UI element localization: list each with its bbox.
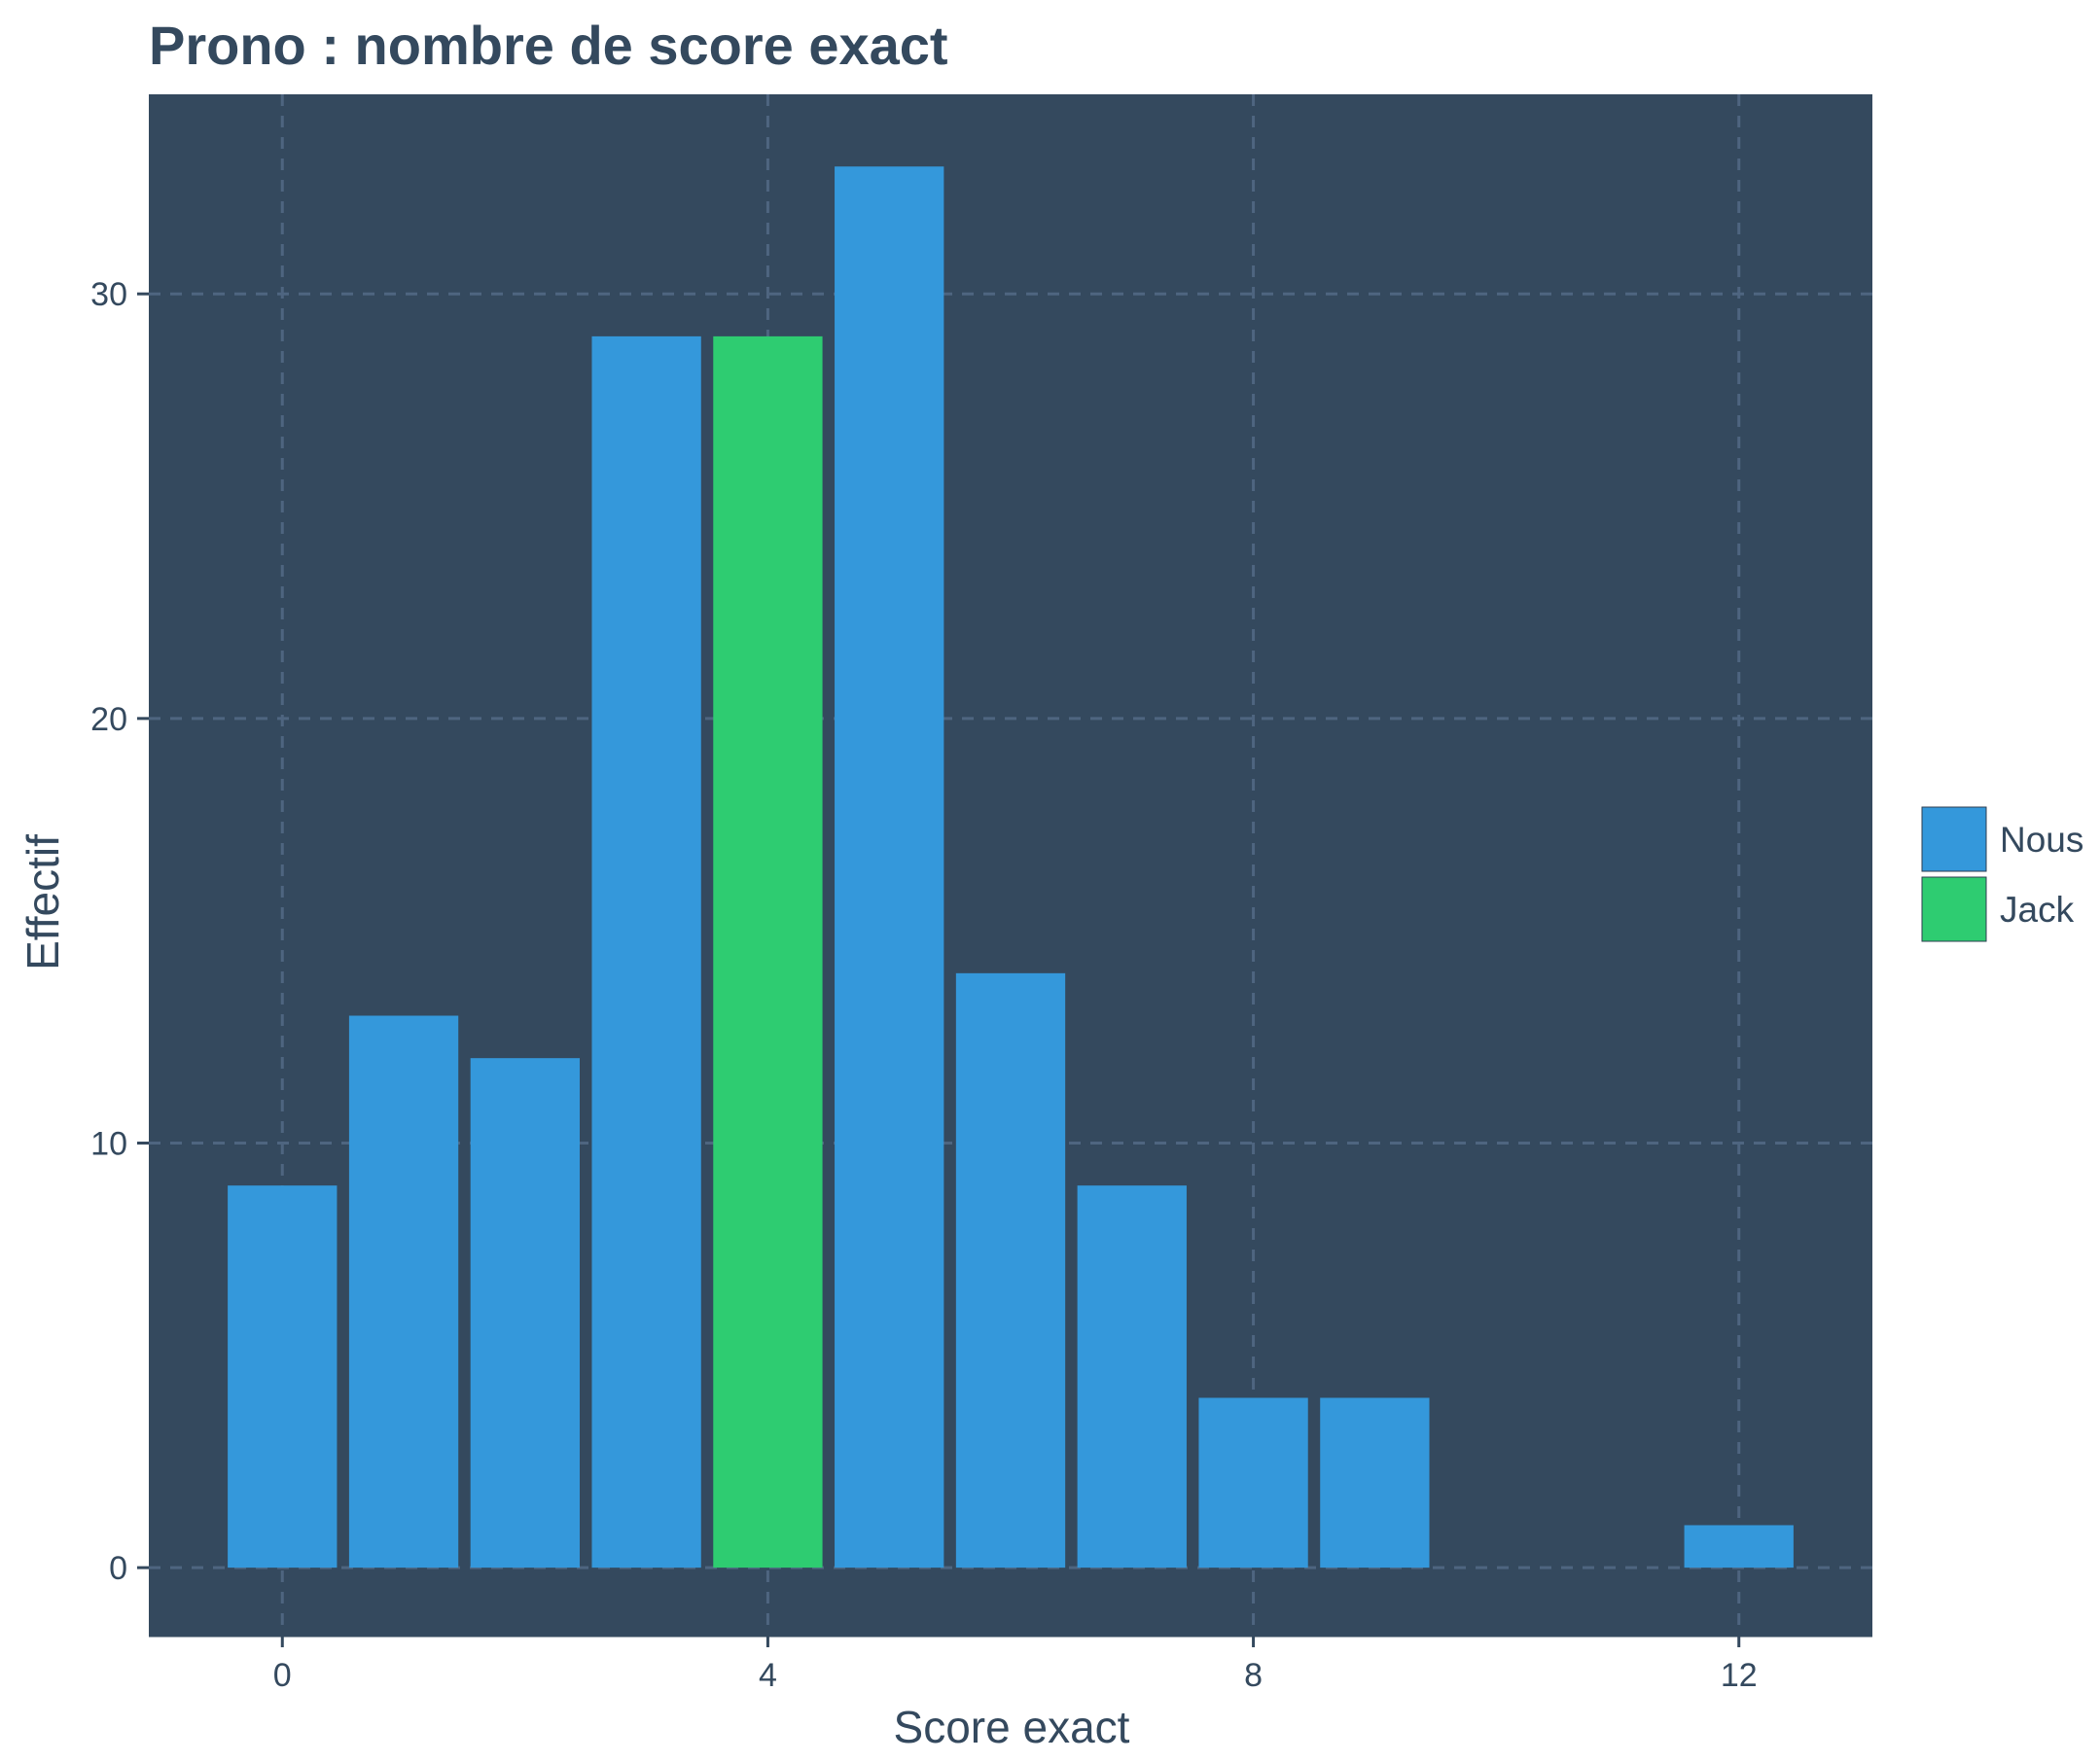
x-axis-title: Score exact — [894, 1702, 1130, 1752]
x-tick-label: 4 — [759, 1657, 777, 1694]
x-tick-label: 8 — [1244, 1657, 1263, 1694]
bar-nous-8 — [1198, 1397, 1308, 1568]
y-tick-label: 30 — [90, 276, 127, 313]
y-tick-label: 20 — [90, 701, 127, 738]
bar-jack-4 — [713, 335, 823, 1568]
x-axis-ticks: 0 4 8 12 — [273, 1636, 1758, 1694]
bar-nous-12 — [1684, 1525, 1794, 1568]
bar-nous-0 — [228, 1185, 338, 1568]
bar-nous-6 — [955, 972, 1066, 1568]
bar-nous-2 — [470, 1058, 580, 1568]
bar-nous-9 — [1320, 1397, 1430, 1568]
y-tick-label: 0 — [109, 1550, 127, 1587]
bar-nous-5 — [835, 166, 944, 1568]
y-axis-ticks: 0 10 20 30 — [90, 276, 149, 1587]
legend-key-jack — [1921, 876, 1987, 942]
x-tick-label: 0 — [273, 1657, 292, 1694]
chart-title: Prono : nombre de score exact — [149, 15, 948, 76]
y-tick-label: 10 — [90, 1125, 127, 1162]
bar-nous-7 — [1077, 1185, 1187, 1568]
x-tick-label: 12 — [1721, 1657, 1758, 1694]
legend-key-nous — [1921, 806, 1987, 872]
legend: Nous Jack — [1921, 806, 2083, 942]
legend-label-jack: Jack — [2000, 890, 2075, 930]
y-axis-title: Effectif — [18, 834, 68, 970]
bar-nous-3 — [591, 335, 701, 1568]
bar-nous-1 — [348, 1015, 459, 1568]
legend-label-nous: Nous — [2000, 820, 2083, 860]
bars — [228, 166, 1794, 1568]
